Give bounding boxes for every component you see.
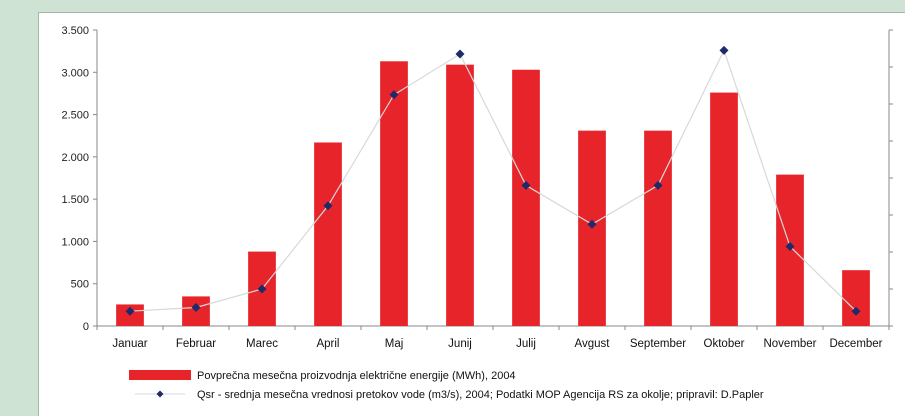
y-tick-label: 1.000 [61, 236, 89, 248]
qsr-point [587, 219, 597, 229]
y-tick-label: 2.000 [61, 152, 89, 164]
qsr-point [851, 306, 861, 316]
bar [644, 130, 672, 326]
bar [710, 92, 738, 326]
x-tick-label: Februar [176, 338, 216, 350]
qsr-point [257, 284, 267, 294]
y-tick-label: 500 [71, 279, 89, 291]
chart: 0 500 1.000 1.500 2.000 2.500 3.000 3.500 Januar… [61, 25, 893, 401]
y-tick-label: 0 [83, 321, 89, 333]
qsr-point [521, 180, 531, 190]
bar [380, 61, 408, 326]
x-tick-label: Marec [246, 338, 278, 350]
x-tick-label: September [630, 338, 686, 350]
x-tick-label: November [763, 338, 816, 350]
qsr-point [125, 306, 135, 316]
y-tick-label: 1.500 [61, 194, 89, 206]
x-tick-label: Avgust [575, 338, 611, 350]
bar [446, 64, 474, 326]
bar [512, 69, 540, 327]
legend-label-line: Qsr - srednja mesečna vrednosi pretokov … [197, 389, 764, 401]
bar [842, 270, 870, 326]
qsr-line [129, 48, 857, 312]
chart-frame: 0 500 1.000 1.500 2.000 2.500 3.000 3.500 Januar… [38, 12, 905, 416]
x-tick-label: Julij [516, 338, 536, 350]
qsr-point [719, 45, 729, 55]
x-tick-label: April [316, 338, 339, 350]
qsr-point [323, 201, 333, 211]
bar [314, 142, 342, 326]
legend-label-bars: Povprečna mesečna proizvodnja električne… [197, 370, 516, 382]
x-tick-label: Junij [448, 338, 472, 350]
y-tick-label: 3.000 [61, 67, 89, 79]
qsr-point [389, 90, 399, 100]
legend-swatch-bars [129, 370, 191, 380]
x-tick-label: December [829, 338, 882, 350]
y-tick-label: 3.500 [61, 25, 89, 37]
legend-swatch-marker [156, 390, 164, 398]
y-tick-label: 2.500 [61, 110, 89, 122]
x-tick-label: Maj [385, 338, 404, 350]
x-tick-label: Oktober [704, 338, 745, 350]
qsr-point [785, 241, 795, 251]
x-tick-label: Januar [112, 338, 147, 350]
qsr-point [653, 180, 663, 190]
qsr-point [191, 303, 201, 312]
qsr-point [455, 49, 465, 59]
